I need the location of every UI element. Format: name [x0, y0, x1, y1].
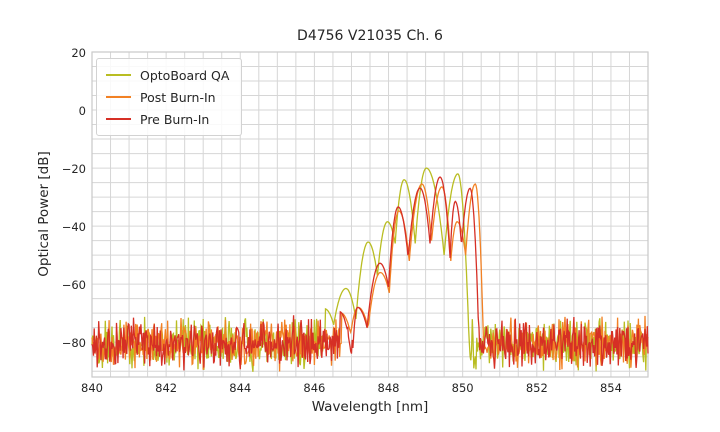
x-tick-label: 848	[377, 381, 400, 395]
series-pre-burn-in	[91, 176, 649, 371]
x-tick-label: 854	[599, 381, 622, 395]
x-tick-label: 850	[451, 381, 474, 395]
x-tick-label: 846	[303, 381, 326, 395]
x-tick-label: 844	[229, 381, 252, 395]
x-tick-label: 842	[155, 381, 178, 395]
x-tick-label: 852	[525, 381, 548, 395]
y-tick-label: −80	[61, 336, 86, 351]
x-axis-label: Wavelength [nm]	[311, 399, 429, 415]
series-post-burn-in	[91, 183, 649, 372]
legend-line-swatch	[106, 73, 131, 77]
legend-line-swatch	[106, 117, 131, 121]
axes-frame	[91, 51, 649, 378]
legend-item: Post Burn-In	[106, 86, 229, 108]
legend-label: Post Burn-In	[140, 89, 216, 105]
y-tick-label: −40	[61, 220, 86, 235]
legend: OptoBoard QA Post Burn-In Pre Burn-In	[96, 58, 243, 136]
y-tick-label: −20	[61, 162, 86, 177]
y-tick-label: 20	[71, 46, 86, 60]
legend-label: OptoBoard QA	[140, 67, 230, 83]
x-tick-label: 840	[81, 381, 103, 395]
plot-title: D4756 V21035 Ch. 6	[297, 28, 443, 44]
y-tick-label: −60	[61, 278, 86, 293]
y-tick-label: 0	[78, 104, 86, 119]
legend-item: OptoBoard QA	[106, 64, 229, 86]
legend-item: Pre Burn-In	[106, 108, 229, 130]
legend-label: Pre Burn-In	[140, 111, 210, 127]
legend-line-swatch	[106, 95, 131, 99]
